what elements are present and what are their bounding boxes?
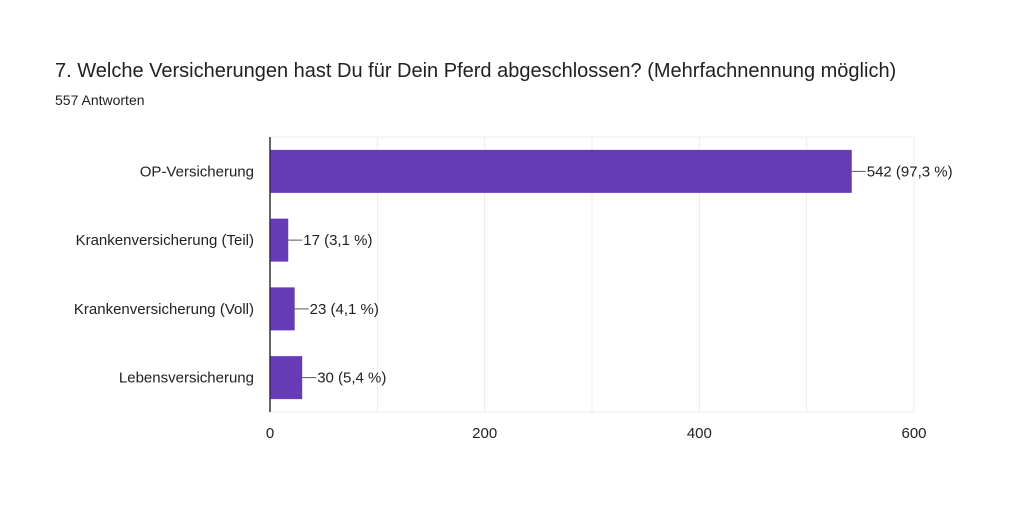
response-count: 557 Antworten bbox=[55, 92, 145, 108]
bar[interactable] bbox=[270, 149, 852, 193]
category-label: Krankenversicherung (Teil) bbox=[76, 232, 254, 249]
bar[interactable] bbox=[270, 287, 295, 331]
x-tick-label: 200 bbox=[472, 425, 497, 442]
data-label: 542 (97,3 %) bbox=[867, 163, 953, 180]
data-label: 23 (4,1 %) bbox=[310, 301, 379, 318]
data-label: 17 (3,1 %) bbox=[303, 232, 372, 249]
x-tick-label: 0 bbox=[266, 425, 274, 442]
x-tick-label: 600 bbox=[901, 425, 926, 442]
category-label: Lebensversicherung bbox=[119, 370, 254, 387]
bars bbox=[270, 149, 852, 400]
bar[interactable] bbox=[270, 218, 289, 262]
labels: OP-Versicherung 542 (97,3 %) Krankenversic… bbox=[74, 163, 953, 442]
question-title: 7. Welche Versicherungen hast Du für Dei… bbox=[55, 60, 897, 82]
category-label: OP-Versicherung bbox=[140, 163, 254, 180]
category-label: Krankenversicherung (Voll) bbox=[74, 301, 254, 318]
x-tick-label: 400 bbox=[687, 425, 712, 442]
bar[interactable] bbox=[270, 356, 303, 400]
data-label: 30 (5,4 %) bbox=[317, 370, 386, 387]
